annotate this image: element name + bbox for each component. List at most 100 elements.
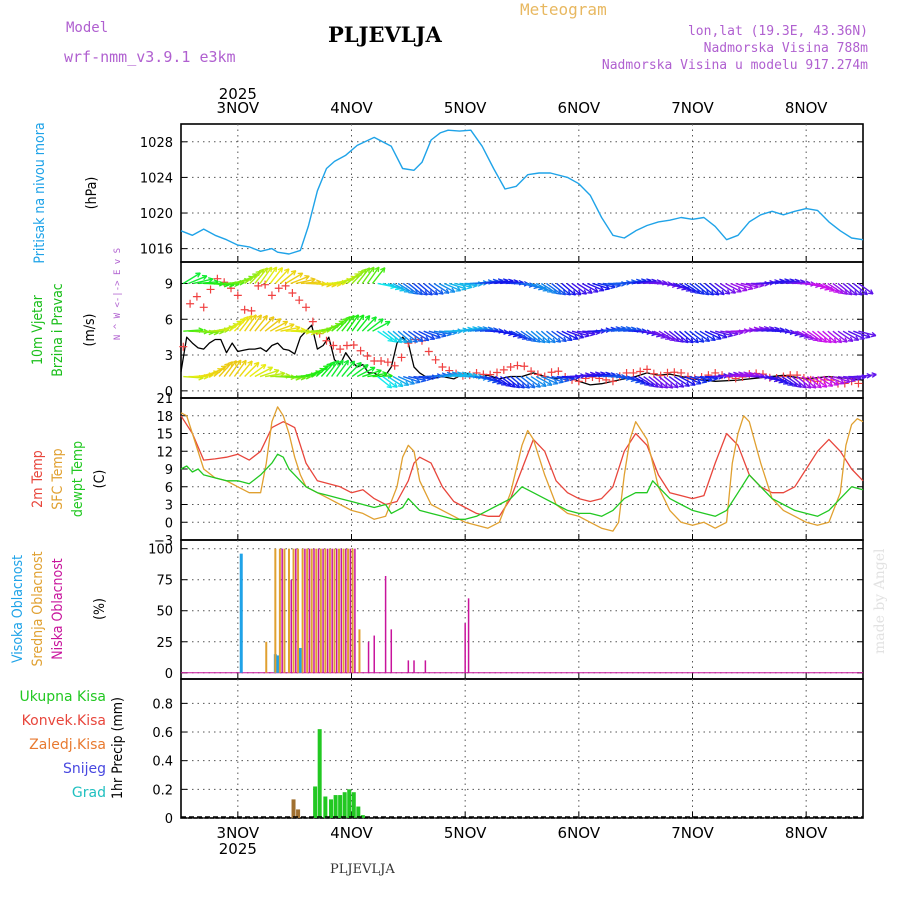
wind-direction-arrow (832, 375, 851, 383)
wind-arrow-head (598, 286, 605, 292)
wind-gust-marker (336, 345, 345, 354)
cloud-bar-2 (373, 635, 375, 673)
model-label: Model (66, 20, 109, 36)
wind-arrow-head (857, 290, 863, 296)
wind-arrow-head (535, 337, 541, 343)
wind-direction-arrow (761, 328, 780, 332)
pressure-line (180, 129, 864, 255)
wind-arrow-head (429, 334, 436, 340)
wind-direction-arrow (791, 375, 807, 389)
wind-arrow-head (833, 380, 840, 386)
precip-bar-0 (347, 789, 352, 818)
wind-direction-arrow (694, 330, 711, 342)
wind-direction-arrow (561, 330, 579, 340)
wind-arrow-head (284, 268, 290, 274)
wind-direction-arrow (280, 270, 297, 285)
wind-gust-marker (363, 352, 372, 361)
wind-arrow-head (417, 289, 424, 296)
wind-direction-arrow (254, 267, 269, 284)
cloud-bar-1 (337, 548, 340, 673)
cloud-bar-0 (239, 553, 243, 673)
wind-direction-arrow (592, 373, 611, 378)
wind-direction-arrow (566, 282, 582, 296)
temperature-tick-label: 0 (165, 516, 173, 531)
wind-direction-arrow (433, 282, 450, 294)
precip-bar-1 (296, 809, 301, 818)
wind-direction-arrow (413, 282, 428, 296)
cloud-bar-2 (464, 623, 466, 673)
wind-direction-arrow (182, 272, 201, 285)
wind-arrow-head (353, 314, 360, 320)
wind-arrow-head (842, 337, 848, 343)
wind-direction-arrow (847, 282, 863, 296)
wind-arrow-head (349, 360, 356, 367)
wind-arrow-head (364, 267, 371, 273)
cloud-bar-1 (328, 548, 331, 673)
wind-direction-arrow (290, 275, 310, 285)
wind-direction-arrow (336, 359, 349, 377)
wind-direction-arrow (233, 316, 249, 332)
precip-legend-item: Snijeg (63, 761, 106, 777)
temperature-tick-label: 9 (165, 463, 173, 478)
wind-direction-arrow (499, 375, 516, 388)
wind-direction-arrow (505, 330, 523, 339)
wind-direction-arrow (771, 375, 789, 385)
wind-arrow-head (378, 318, 384, 324)
wind-arrow-head (831, 337, 838, 344)
wind-arrow-head (289, 323, 295, 329)
wind-arrow-head (710, 335, 716, 341)
cloud-bar-2 (390, 629, 393, 673)
top-year-label: 2025 (219, 85, 257, 103)
wind-arrow-head (333, 360, 340, 366)
chart-marks (179, 129, 877, 818)
wind-direction-arrow (275, 323, 295, 332)
wind-arrow-head (275, 318, 282, 324)
wind-gust-marker (636, 367, 645, 376)
wind-direction-arrow (444, 372, 462, 378)
wind-direction-arrow (668, 375, 685, 388)
wind-direction-arrow (597, 282, 616, 288)
wind-arrow-head (742, 286, 748, 292)
precip-bar-0 (342, 792, 347, 818)
wind-direction-arrow (556, 375, 575, 380)
wind-direction-arrow (781, 280, 800, 285)
wind-direction-arrow (464, 327, 483, 332)
wind-direction-arrow (259, 266, 273, 284)
wind-arrow-head (800, 382, 807, 389)
wind-direction-arrow (837, 330, 854, 342)
wind-direction-arrow (658, 375, 674, 389)
wind-direction-arrow (817, 375, 834, 387)
wind-arrow-head (846, 289, 853, 296)
wind-gust-marker (254, 281, 263, 290)
cloud-bar-2 (340, 548, 343, 673)
wind-direction-arrow (756, 327, 775, 332)
wind-direction-arrow (382, 330, 398, 343)
wind-arrow-head (386, 383, 393, 389)
cloud-bar-1 (347, 548, 350, 673)
wind-arrow-head (544, 337, 551, 344)
wind-arrow-head (816, 382, 822, 389)
wind-direction-arrow (397, 330, 413, 344)
cloud-bar-2 (424, 660, 427, 673)
wind-arrow-head (273, 368, 280, 375)
wind-direction-arrow (735, 282, 754, 290)
wind-direction-arrow (387, 375, 404, 388)
wind-arrow-head (673, 382, 679, 389)
wind-gust-marker (267, 291, 276, 300)
wind-direction-arrow (259, 369, 280, 378)
wind-gust-marker (663, 368, 672, 377)
wind-direction-arrow (740, 373, 759, 378)
wind-arrow-head (369, 366, 376, 372)
wind-direction-arrow (540, 282, 557, 294)
station-title: PLJEVLJA (328, 22, 442, 47)
wind-direction-arrow (858, 373, 877, 378)
temp-ylabel-sfc: SFC Temp (50, 448, 66, 509)
wind-direction-arrow (238, 360, 253, 377)
wind-arrow-head (870, 331, 877, 338)
wind-direction-arrow (781, 375, 798, 387)
pressure-tick-label: 1028 (140, 136, 173, 151)
wind-arrow-head (836, 337, 843, 344)
wind-direction-arrow (663, 330, 680, 342)
wind-direction-arrow (510, 330, 528, 340)
wind-direction-arrow (607, 327, 626, 332)
